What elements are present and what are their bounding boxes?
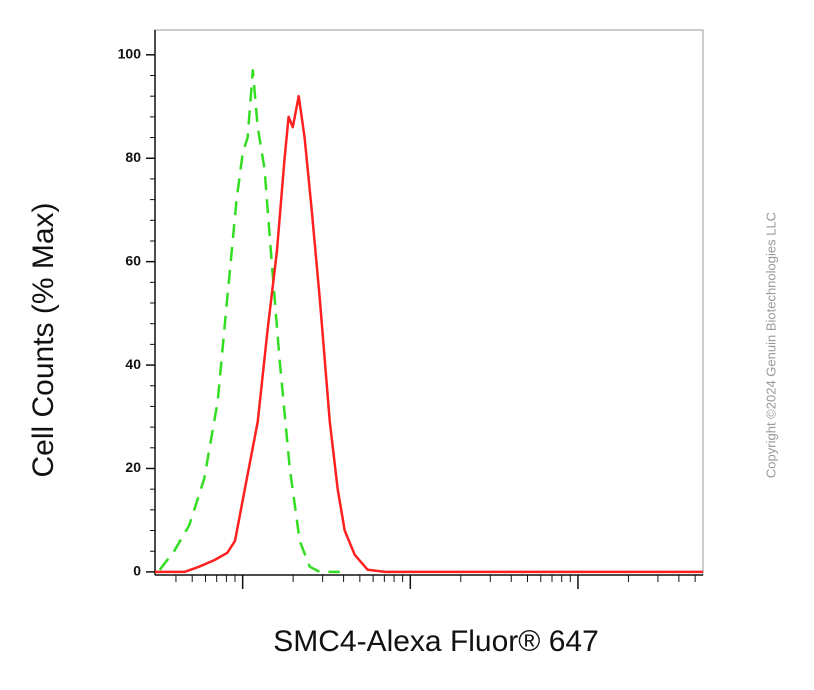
- y-tick-label: 100: [118, 46, 142, 62]
- y-tick-label: 0: [133, 563, 141, 579]
- y-axis-label: Cell Counts (% Max): [27, 202, 60, 477]
- watermark: Copyright ©2024 Genuin Biotechnologies L…: [763, 212, 778, 478]
- y-tick-label: 80: [125, 149, 141, 165]
- y-tick-label: 60: [125, 252, 141, 268]
- series-line: [158, 69, 340, 574]
- y-tick-label: 40: [125, 356, 141, 372]
- y-tick-label: 20: [125, 459, 141, 475]
- series-line: [155, 94, 703, 574]
- plot-frame: [154, 29, 704, 576]
- x-axis-label: SMC4-Alexa Fluor® 647: [273, 625, 599, 658]
